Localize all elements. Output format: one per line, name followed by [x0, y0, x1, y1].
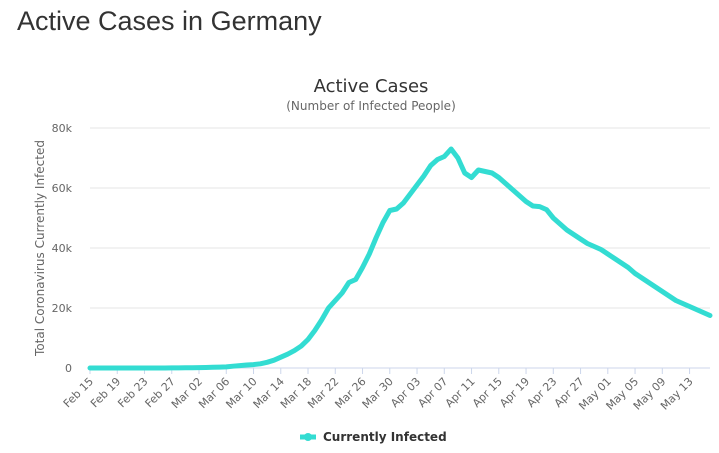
chart-title: Active Cases	[314, 76, 429, 97]
series-line[interactable]	[87, 146, 713, 371]
x-tick-label: Apr 11	[443, 375, 478, 410]
series-currently-infected[interactable]	[87, 146, 713, 371]
y-tick-label: 0	[65, 362, 72, 375]
y-axis-title: Total Coronavirus Currently Infected	[33, 140, 47, 357]
y-tick-label: 60k	[52, 182, 73, 195]
legend-symbol-marker	[304, 433, 312, 441]
x-tick-label: Apr 07	[415, 375, 450, 410]
y-tick-label: 20k	[52, 302, 73, 315]
page-title: Active Cases in Germany	[17, 6, 322, 36]
y-tick-label: 40k	[52, 242, 73, 255]
x-tick-label: Apr 23	[524, 375, 559, 410]
x-tick-label: Apr 15	[470, 375, 505, 410]
x-tick-label: Apr 03	[388, 375, 423, 410]
legend-label: Currently Infected	[323, 430, 447, 444]
x-tick-label: Mar 30	[360, 375, 396, 411]
y-tick-label: 80k	[52, 122, 73, 135]
y-axis-tick-labels: 0 20k 40k 60k 80k	[52, 122, 73, 375]
legend-item-currently-infected[interactable]: Currently Infected	[300, 430, 447, 444]
chart-subtitle: (Number of Infected People)	[286, 99, 456, 113]
x-tick-label: Apr 19	[497, 375, 532, 410]
gridlines	[90, 127, 710, 369]
